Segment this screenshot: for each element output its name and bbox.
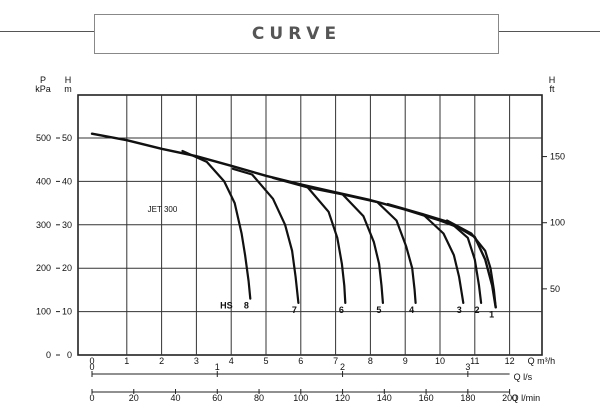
curve-7 <box>231 167 300 304</box>
curve-hs <box>181 149 252 300</box>
curve-6 <box>271 176 347 304</box>
axis-unit-kpa: kPa <box>35 84 51 94</box>
tick-label-lmin: 160 <box>419 393 434 403</box>
tick-label-kpa: 100 <box>36 307 51 317</box>
axis-label-m3h: Q m³/h <box>528 356 556 366</box>
curve-label-4: 4 <box>409 305 414 315</box>
curve-4 <box>341 193 417 304</box>
tick-label-m3h: 11 <box>470 356 479 366</box>
tick-label-lmin: 60 <box>212 393 222 403</box>
curve-label-7: 7 <box>292 305 297 315</box>
tick-label-lmin: 80 <box>254 393 264 403</box>
curve-label-6: 6 <box>339 305 344 315</box>
tick-label-ls: 2 <box>340 362 345 372</box>
tick-label-m: 0 <box>67 350 72 360</box>
axis-name-p: P <box>40 75 46 85</box>
tick-label-kpa: 500 <box>36 133 51 143</box>
curve-2 <box>421 212 483 304</box>
tick-label-lmin: 0 <box>89 393 94 403</box>
title-rule-left <box>0 31 94 32</box>
tick-label-m3h: 12 <box>505 356 515 366</box>
axis-name-h-right: H <box>549 75 556 85</box>
tick-label-m3h: 1 <box>124 356 129 366</box>
tick-label-m3h: 9 <box>403 356 408 366</box>
tick-label-m: 20 <box>62 263 72 273</box>
axis-label-ls: Q l/s <box>514 372 533 382</box>
tick-label-m: 40 <box>62 176 72 186</box>
tick-label-m: 50 <box>62 133 72 143</box>
tick-label-m3h: 7 <box>333 356 338 366</box>
tick-label-lmin: 40 <box>171 393 181 403</box>
tick-label-kpa: 400 <box>36 176 51 186</box>
tick-label-m3h: 2 <box>159 356 164 366</box>
tick-label-kpa: 0 <box>46 350 51 360</box>
tick-label-m: 30 <box>62 220 72 230</box>
curve-3 <box>386 202 465 304</box>
tick-label-lmin: 120 <box>335 393 350 403</box>
curve-1 <box>445 219 497 309</box>
tick-label-m3h: 5 <box>263 356 268 366</box>
title-box: CURVE <box>94 14 499 54</box>
curve-label-hs: HS <box>220 301 233 311</box>
axis-label-lmin: Q l/min <box>512 393 541 403</box>
curve-label-3: 3 <box>457 305 462 315</box>
axis-unit-m: m <box>64 84 72 94</box>
tick-label-m3h: 10 <box>435 356 445 366</box>
tick-label-ls: 3 <box>465 362 470 372</box>
axis-name-h-left: H <box>65 75 72 85</box>
tick-label-m3h: 8 <box>368 356 373 366</box>
tick-label-m3h: 6 <box>298 356 303 366</box>
tick-label-lmin: 180 <box>460 393 475 403</box>
tick-label-m: 10 <box>62 307 72 317</box>
title-rule-right <box>498 31 600 32</box>
tick-label-lmin: 100 <box>293 393 308 403</box>
curve-label-8: 8 <box>244 301 249 311</box>
tick-label-ft: 150 <box>550 152 565 162</box>
curve-label-1: 1 <box>489 309 494 319</box>
tick-label-m3h: 3 <box>194 356 199 366</box>
tick-label-m3h: 4 <box>229 356 234 366</box>
tick-label-m3h: 0 <box>89 356 94 366</box>
tick-label-kpa: 200 <box>36 263 51 273</box>
tick-label-lmin: 20 <box>129 393 139 403</box>
tick-label-kpa: 300 <box>36 220 51 230</box>
tick-label-lmin: 140 <box>377 393 392 403</box>
tick-label-ls: 1 <box>215 362 220 372</box>
tick-label-lmin: 200 <box>502 393 517 403</box>
axis-unit-ft: ft <box>549 84 555 94</box>
curve-label-2: 2 <box>475 305 480 315</box>
tick-label-ft: 100 <box>550 218 565 228</box>
series-label-jet300: JET 300 <box>148 205 178 214</box>
page-title: CURVE <box>251 24 342 44</box>
tick-label-ft: 50 <box>550 284 560 294</box>
envelope-curve <box>90 132 497 309</box>
curve-label-5: 5 <box>376 305 381 315</box>
tick-label-ls: 0 <box>89 362 94 372</box>
